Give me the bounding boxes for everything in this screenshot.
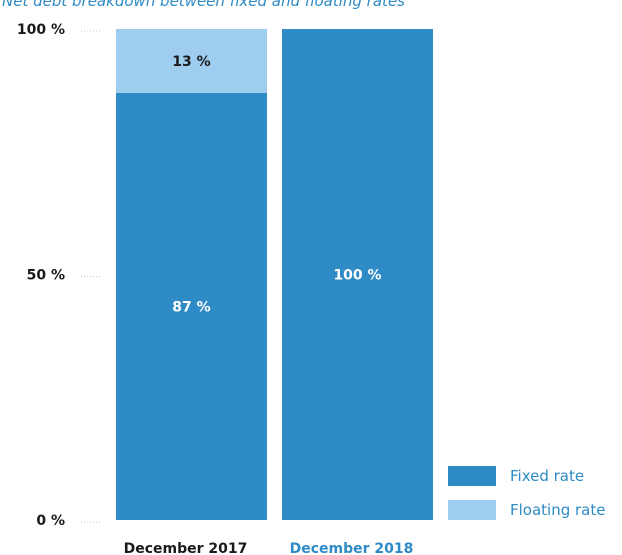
bar-segment-fixed — [116, 92, 267, 520]
y-tick-label: 50 % — [27, 268, 65, 284]
x-tick-label: December 2017 — [124, 541, 248, 555]
chart-title: Net debt breakdown between fixed and flo… — [2, 0, 405, 10]
legend-label: Fixed rate — [510, 467, 584, 485]
data-label: 87 % — [172, 299, 210, 315]
y-axis: 0 % 50 % 100 % — [17, 22, 100, 529]
y-tick-label: 0 % — [36, 513, 65, 529]
legend-label: Floating rate — [510, 501, 605, 519]
bars: 87 % 13 % 100 % — [116, 29, 433, 520]
y-tick-label: 100 % — [17, 22, 65, 38]
bar-segment-floating — [116, 29, 267, 93]
legend: Fixed rate Floating rate — [448, 466, 605, 520]
data-label: 100 % — [333, 268, 381, 284]
legend-swatch-floating — [448, 500, 496, 520]
x-axis: December 2017 December 2018 — [124, 541, 414, 555]
data-label: 13 % — [172, 54, 210, 70]
legend-swatch-fixed — [448, 466, 496, 486]
x-tick-label: December 2018 — [290, 541, 414, 555]
bar-segment-fixed — [282, 29, 433, 520]
